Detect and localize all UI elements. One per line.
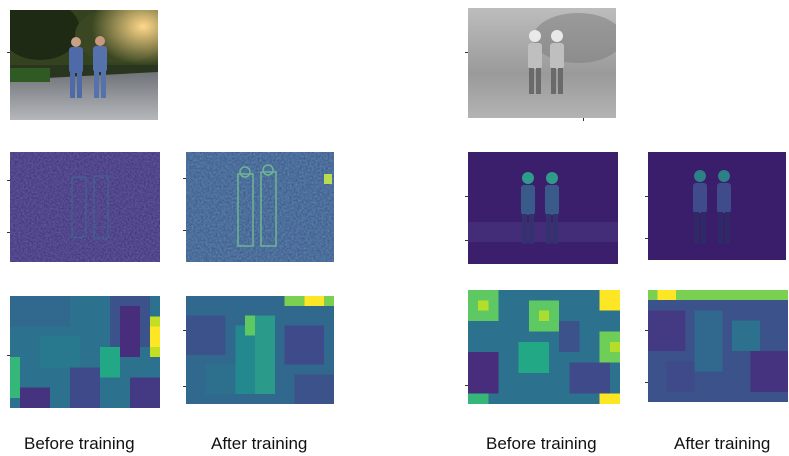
axis-tick (583, 118, 584, 121)
axis-tick (183, 178, 186, 179)
left-before-coarse-feature-map (10, 296, 160, 408)
axis-tick (7, 180, 10, 181)
axis-tick (645, 382, 648, 383)
axis-tick (645, 196, 648, 197)
caption-left-after: After training (211, 434, 308, 453)
left-before-finegrained-feature-map (10, 152, 160, 262)
left-after-finegrained-feature-map (186, 152, 334, 262)
axis-tick (7, 355, 10, 356)
caption-left-before: Before training (24, 434, 135, 453)
right-after-coarse-feature-map (648, 290, 788, 402)
visible-person-1 (69, 37, 83, 98)
axis-tick (465, 52, 468, 53)
axis-tick (645, 330, 648, 331)
axis-tick (183, 230, 186, 231)
thermal-input-image (468, 8, 616, 118)
axis-tick (183, 386, 186, 387)
axis-tick (465, 196, 468, 197)
caption-right-after: After training (674, 434, 771, 453)
thermal-person-2 (550, 30, 564, 94)
left-after-coarse-feature-map (186, 296, 334, 404)
axis-tick (7, 52, 10, 53)
axis-tick (183, 330, 186, 331)
caption-right-before: Before training (486, 434, 597, 453)
visible-input-image (10, 10, 158, 120)
axis-tick (645, 238, 648, 239)
right-before-coarse-feature-map (468, 290, 620, 404)
thermal-person-1 (528, 30, 542, 94)
visible-person-2 (93, 36, 107, 98)
right-after-finegrained-feature-map (648, 152, 786, 260)
axis-tick (465, 385, 468, 386)
axis-tick (465, 240, 468, 241)
axis-tick (7, 232, 10, 233)
right-before-finegrained-feature-map (468, 152, 618, 264)
